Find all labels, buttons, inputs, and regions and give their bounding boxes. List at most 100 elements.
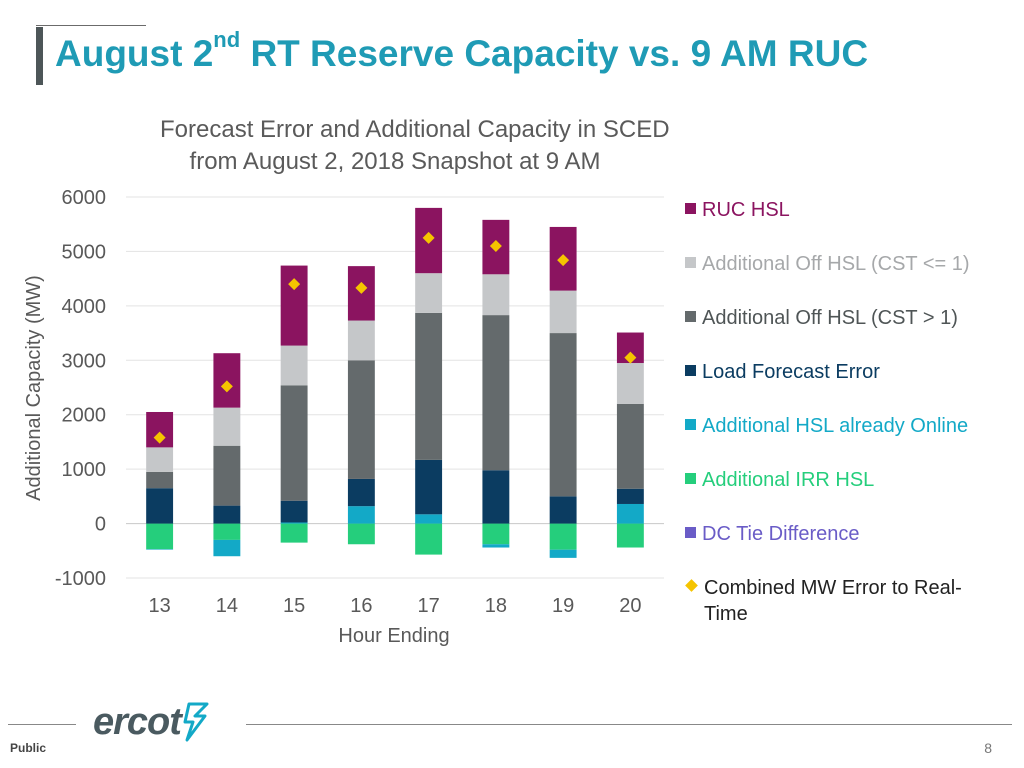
legend-item-ruc-hsl: RUC HSL [685,197,790,223]
legend-swatch [685,311,696,322]
slide-title-superscript: nd [213,27,241,52]
slide-title-main: August 2 [55,33,214,74]
x-tick-label: 15 [283,595,305,617]
legend-item-off-hsl-le1: Additional Off HSL (CST <= 1) [685,251,970,277]
legend-swatch [685,527,696,538]
legend-label-text: DC Tie Difference [702,523,860,545]
bar-hsl-online-15 [280,522,308,524]
legend-label: DC Tie Difference [702,521,859,547]
legend-label: Additional Off HSL (CST <= 1) [702,251,970,277]
y-tick-label: 2000 [62,405,107,427]
legend-item-irr-hsl: Additional IRR HSL [685,467,874,493]
x-tick-label: 19 [552,595,574,617]
bar-off-hsl-le1-13 [146,447,174,472]
legend-swatch [685,203,696,214]
ercot-logo: ercot [93,700,211,744]
x-tick-label: 17 [418,595,440,617]
title-rule [36,25,146,26]
legend-diamond-icon [685,579,698,592]
combined-error-marker-14 [220,380,233,393]
legend-label-text: RUC HSL [702,199,790,221]
bar-hsl-online-17 [415,514,443,524]
classification-label: Public [10,741,47,755]
bar-irr-hsl-19 [549,523,577,550]
bar-off-hsl-gt1-17 [415,312,443,460]
x-tick-label: 14 [216,595,238,617]
combined-error-marker-17 [422,231,435,244]
legend-label: Additional IRR HSL [702,467,874,493]
y-tick-label: 6000 [62,187,107,209]
bar-off-hsl-gt1-20 [616,403,644,489]
bar-load-forecast-error-15 [280,500,308,523]
bar-irr-hsl-17 [415,523,443,555]
legend-item-dc-tie: DC Tie Difference [685,521,859,547]
grid-lines [126,196,664,579]
bar-hsl-online-14 [213,539,241,557]
bar-irr-hsl-16 [347,523,375,545]
legend-swatch [685,365,696,376]
bar-off-hsl-le1-20 [616,363,644,404]
bar-irr-hsl-13 [146,523,174,550]
legend-swatch [685,419,696,430]
legend-item-off-hsl-gt1: Additional Off HSL (CST > 1) [685,305,958,331]
bar-hsl-online-18 [482,544,510,548]
x-tick-label: 18 [485,595,507,617]
y-tick-label: 4000 [62,296,107,318]
bar-irr-hsl-18 [482,523,510,545]
bar-load-forecast-error-16 [347,478,375,507]
y-tick-label: 3000 [62,350,107,372]
legend-label-text: Combined MW Error to Real- [704,577,962,599]
legend-item-hsl-online: Additional HSL already Online [685,413,968,439]
bar-irr-hsl-15 [280,523,308,543]
y-axis-label: Additional Capacity (MW) [23,275,45,501]
legend-swatch [685,257,696,268]
bar-ruc-hsl-15 [280,265,308,346]
bar-off-hsl-gt1-19 [549,333,577,497]
title-accent-bar [36,27,43,85]
bar-hsl-online-19 [549,549,577,558]
legend-label: Combined MW Error to Real- Time [704,575,962,627]
lightning-bolt-icon [183,702,209,742]
page-number: 8 [984,740,992,756]
y-tick-label: 1000 [62,459,107,481]
legend-label: Load Forecast Error [702,359,880,385]
chart-subtitle: from August 2, 2018 Snapshot at 9 AM [189,148,601,175]
bar-off-hsl-le1-19 [549,290,577,334]
legend-swatch [685,473,696,484]
legend-item-load-forecast-error: Load Forecast Error [685,359,880,385]
axis-ticks: 6000 5000 4000 3000 2000 1000 0 -1000 13 14 15 16 17… [55,187,642,617]
bar-off-hsl-le1-14 [213,407,241,446]
logo-text: ercot [93,700,182,743]
y-tick-label: 5000 [62,241,107,263]
x-tick-label: 16 [350,595,372,617]
bar-hsl-online-16 [347,506,375,524]
slide-title-rest: RT Reserve Capacity vs. 9 AM RUC [240,33,869,74]
bar-load-forecast-error-19 [549,496,577,524]
bar-load-forecast-error-18 [482,470,510,524]
bar-off-hsl-le1-15 [280,345,308,386]
bar-load-forecast-error-14 [213,505,241,524]
combined-error-marker-18 [489,239,502,252]
bar-irr-hsl-14 [213,523,241,540]
footer-rule-left [8,724,76,725]
x-tick-label: 20 [619,595,641,617]
legend-label-text: Load Forecast Error [702,361,880,383]
bar-hsl-online-13 [146,549,174,550]
bar-off-hsl-gt1-15 [280,385,308,501]
bar-hsl-online-20 [616,503,644,524]
bar-off-hsl-le1-16 [347,320,375,361]
legend-label: Additional HSL already Online [702,413,968,439]
legend-label: RUC HSL [702,197,790,223]
legend-label-text: Additional Off HSL (CST > 1) [702,307,958,329]
bar-off-hsl-gt1-18 [482,315,510,471]
bar-off-hsl-gt1-16 [347,360,375,479]
bar-load-forecast-error-13 [146,488,174,524]
slide-title: August 2nd RT Reserve Capacity vs. 9 AM … [55,27,869,75]
legend-label-text: Additional HSL already Online [702,415,969,437]
combined-error-marker-16 [355,281,368,294]
legend-label-text: Additional Off HSL (CST <= 1) [702,253,970,275]
bar-irr-hsl-20 [616,523,644,548]
combined-error-marker-13 [153,431,166,444]
combined-error-markers [153,231,637,444]
